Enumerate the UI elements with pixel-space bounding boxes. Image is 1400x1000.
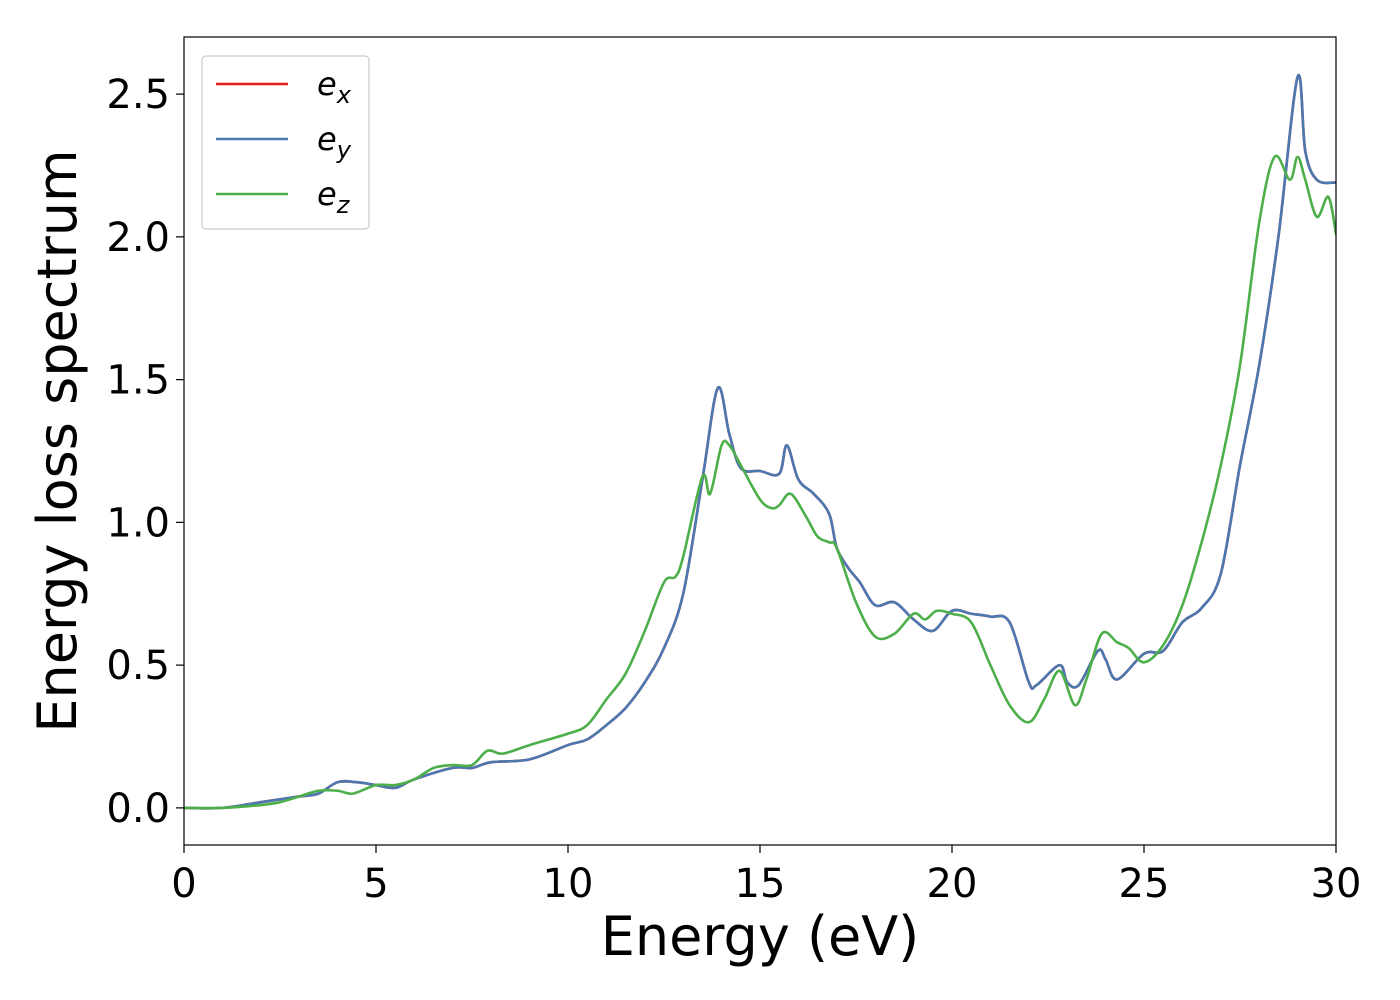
x-axis-ticks: 0 5 10 15 20 25 30 — [171, 845, 1361, 907]
legend-box — [201, 55, 370, 230]
legend-label-z: ez — [317, 175, 351, 219]
y-tick-label: 2.5 — [106, 72, 170, 118]
legend-label-x: ex — [317, 65, 352, 109]
y-tick-label: 2.0 — [106, 215, 170, 261]
x-tick-label: 20 — [927, 861, 978, 907]
x-tick-label: 25 — [1119, 861, 1170, 907]
series-lines — [184, 73, 1336, 810]
legend: ex ey ez — [201, 55, 370, 230]
y-tick-label: 0.5 — [106, 643, 170, 689]
x-axis-label: Energy (eV) — [601, 905, 920, 968]
x-tick-label: 0 — [171, 861, 196, 907]
x-tick-label: 5 — [363, 861, 388, 907]
x-tick-label: 30 — [1311, 861, 1362, 907]
y-tick-label: 0.0 — [106, 786, 170, 832]
x-tick-label: 15 — [735, 861, 786, 907]
y-axis-label: Energy loss spectrum — [26, 149, 89, 732]
series-line-z — [184, 154, 1336, 810]
series-line-y — [184, 73, 1336, 810]
y-axis-ticks: 0.0 0.5 1.0 1.5 2.0 2.5 — [106, 72, 184, 832]
y-tick-label: 1.0 — [106, 500, 170, 546]
y-tick-label: 1.5 — [106, 358, 170, 404]
x-tick-label: 10 — [543, 861, 594, 907]
legend-label-y: ey — [317, 120, 352, 164]
